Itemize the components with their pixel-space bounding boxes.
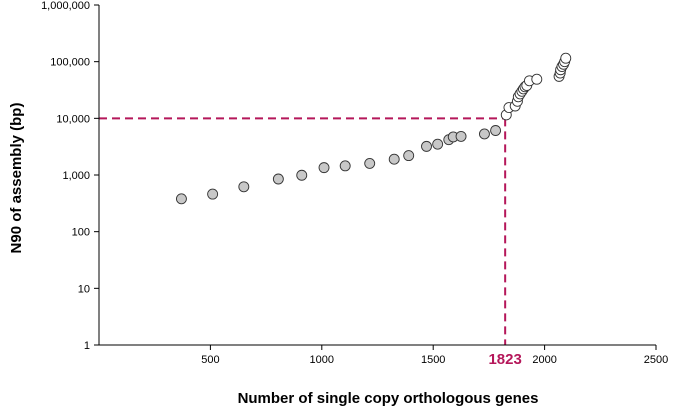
data-point bbox=[339, 160, 351, 172]
y-tick-label: 10,000 bbox=[56, 113, 90, 125]
data-point bbox=[432, 138, 444, 150]
x-tick-label: 500 bbox=[201, 354, 219, 366]
data-point bbox=[238, 181, 250, 193]
y-axis-title: N90 of assembly (bp) bbox=[8, 103, 25, 254]
x-tick-label: 2000 bbox=[532, 354, 556, 366]
data-point bbox=[296, 169, 308, 181]
data-point bbox=[388, 153, 400, 165]
x-tick-label: 1500 bbox=[421, 354, 445, 366]
y-tick-label: 1 bbox=[84, 340, 90, 352]
x-axis-title: Number of single copy orthologous genes bbox=[238, 390, 539, 407]
data-point bbox=[560, 52, 572, 64]
y-tick-label: 1,000 bbox=[62, 170, 90, 182]
y-tick-label: 1,000,000 bbox=[41, 0, 90, 12]
data-point bbox=[490, 125, 502, 136]
data-point bbox=[318, 162, 330, 174]
data-point bbox=[421, 140, 432, 152]
data-point bbox=[531, 73, 543, 85]
y-tick-label: 10 bbox=[78, 283, 90, 295]
threshold-label: 1823 bbox=[488, 351, 521, 368]
data-point bbox=[364, 157, 376, 169]
data-point bbox=[455, 130, 467, 142]
data-point bbox=[403, 150, 415, 162]
x-tick-label: 2500 bbox=[644, 354, 668, 366]
y-tick-label: 100 bbox=[72, 227, 90, 239]
x-tick-label: 1000 bbox=[310, 354, 334, 366]
data-point bbox=[272, 173, 284, 185]
data-point bbox=[207, 188, 219, 200]
data-point bbox=[175, 193, 187, 205]
y-tick-label: 100,000 bbox=[50, 57, 90, 69]
data-point bbox=[478, 128, 490, 140]
